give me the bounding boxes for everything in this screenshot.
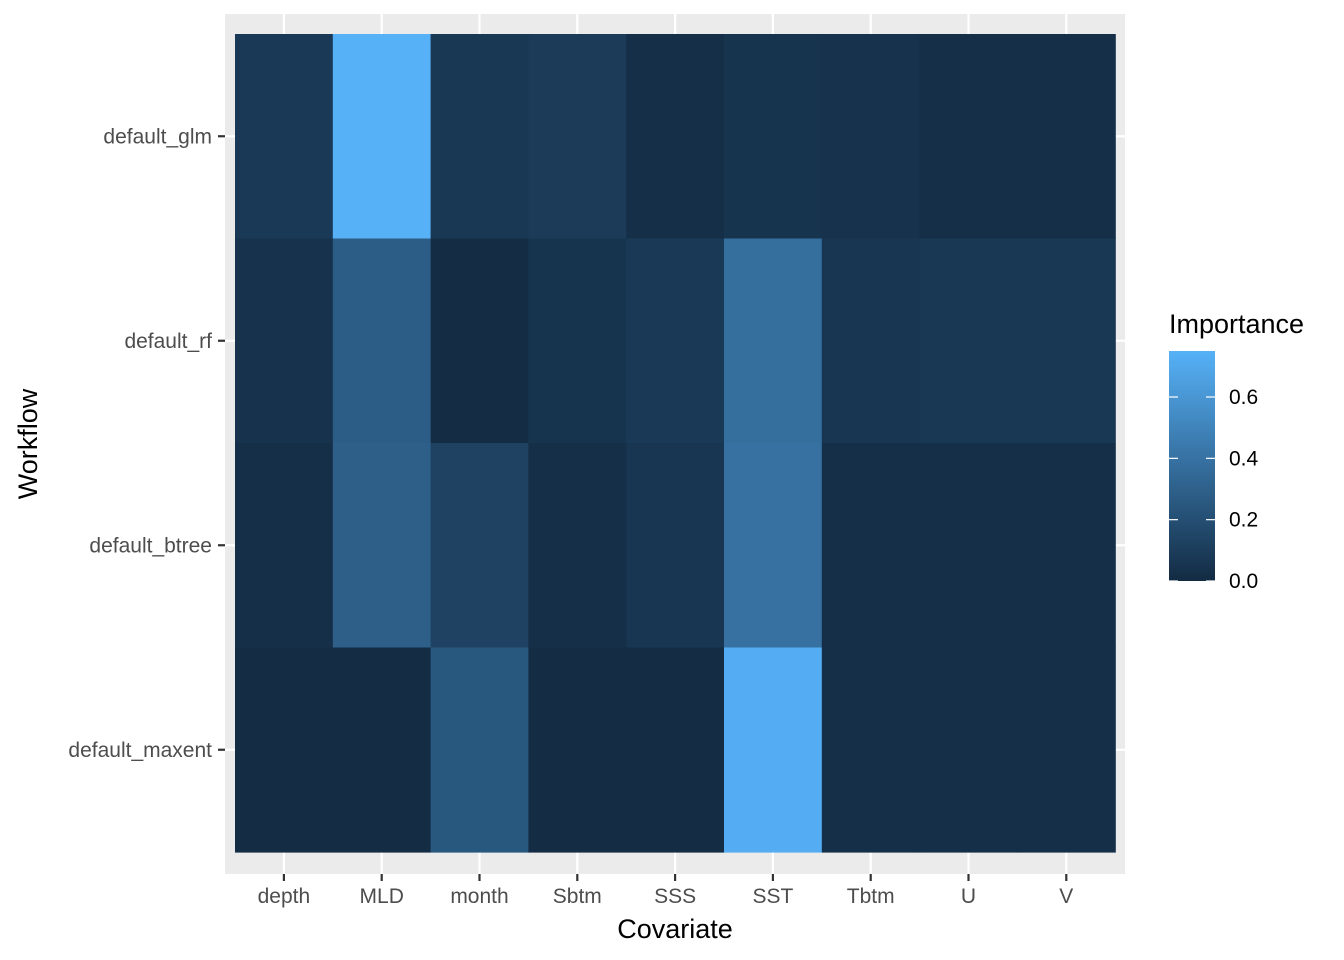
heatmap-cell-default_maxent-Sbtm xyxy=(528,647,627,853)
x-tick-label-depth: depth xyxy=(258,885,311,908)
legend-colorbar xyxy=(1169,351,1215,581)
legend-tick-label: 0.4 xyxy=(1229,447,1259,470)
heatmap-cell-default_glm-SST xyxy=(724,34,823,240)
x-tick-label-SSS: SSS xyxy=(654,885,696,908)
heatmap-cell-default_maxent-MLD xyxy=(332,647,432,853)
heatmap-cell-default_glm-depth xyxy=(235,34,334,240)
heatmap-cell-default_glm-month xyxy=(430,34,529,240)
heatmap-cell-default_glm-U xyxy=(919,34,1018,240)
x-tick-label-Tbtm: Tbtm xyxy=(847,885,895,908)
x-tick-label-V: V xyxy=(1059,885,1073,908)
heatmap-cell-default_glm-Sbtm xyxy=(528,34,627,240)
heatmap-cell-default_rf-Tbtm xyxy=(821,238,921,444)
heatmap-cell-default_rf-U xyxy=(919,238,1018,444)
x-tick-label-U: U xyxy=(961,885,976,908)
heatmap-cell-default_btree-U xyxy=(919,443,1018,649)
y-axis-title: Workflow xyxy=(13,388,43,499)
y-axis: default_glm default_rf default_btreedefaul… xyxy=(68,125,225,762)
x-axis-title: Covariate xyxy=(617,914,733,944)
legend-tick-label: 0.0 xyxy=(1229,570,1258,593)
x-tick-label-month: month xyxy=(450,885,508,908)
legend: Importance 0.0 0.2 0.4 0.6 xyxy=(1169,309,1304,593)
y-tick-label-default_glm: default_glm xyxy=(103,125,212,148)
x-tick-label-MLD: MLD xyxy=(360,885,404,908)
heatmap-cell-default_maxent-SST xyxy=(724,647,823,853)
heatmap-cell-default_btree-Sbtm xyxy=(528,443,627,649)
heatmap-cell-default_btree-Tbtm xyxy=(821,443,921,649)
x-tick-label-SST: SST xyxy=(752,885,793,908)
x-tick-label-Sbtm: Sbtm xyxy=(553,885,602,908)
legend-ticks: 0.0 0.2 0.4 0.6 xyxy=(1169,386,1259,593)
heatmap-cell-default_rf-depth xyxy=(235,238,334,444)
heatmap-cell-default_btree-month xyxy=(430,443,529,649)
y-tick-label-default_btree: default_btree xyxy=(89,534,212,557)
heatmap-cell-default_maxent-SSS xyxy=(626,647,725,853)
legend-tick-label: 0.6 xyxy=(1229,386,1258,409)
heatmap-cell-default_maxent-U xyxy=(919,647,1018,853)
y-tick-label-default_rf: default_rf xyxy=(124,330,212,353)
heatmap-cell-default_btree-MLD xyxy=(332,443,432,649)
heatmap-cell-default_rf-MLD xyxy=(332,238,432,444)
heatmap-cell-default_glm-Tbtm xyxy=(821,34,921,240)
heatmap-cell-default_glm-V xyxy=(1017,34,1116,240)
heatmap-cell-default_glm-MLD xyxy=(332,34,432,240)
heatmap-cell-default_rf-month xyxy=(430,238,529,444)
heatmap-cell-default_rf-SST xyxy=(724,238,823,444)
heatmap-cell-default_glm-SSS xyxy=(626,34,725,240)
heatmap-cell-default_btree-SST xyxy=(724,443,823,649)
heatmap-cell-default_btree-SSS xyxy=(626,443,725,649)
heatmap-cell-default_btree-V xyxy=(1017,443,1116,649)
heatmap-cell-default_rf-Sbtm xyxy=(528,238,627,444)
heatmap-cell-default_maxent-month xyxy=(430,647,529,853)
heatmap-cell-default_maxent-Tbtm xyxy=(821,647,921,853)
heatmap-cell-default_rf-SSS xyxy=(626,238,725,444)
legend-tick-label: 0.2 xyxy=(1229,509,1258,532)
y-tick-label-default_maxent: default_maxent xyxy=(68,739,212,762)
legend-title: Importance xyxy=(1169,309,1304,339)
x-axis: depth MLD month Sbtm SSS SST Tbtm U V xyxy=(258,874,1073,908)
heatmap-cell-default_maxent-V xyxy=(1017,647,1116,853)
heatmap-cell-default_maxent-depth xyxy=(235,647,334,853)
heatmap-cell-default_btree-depth xyxy=(235,443,334,649)
heatmap-cells xyxy=(235,34,1116,853)
heatmap-cell-default_rf-V xyxy=(1017,238,1116,444)
